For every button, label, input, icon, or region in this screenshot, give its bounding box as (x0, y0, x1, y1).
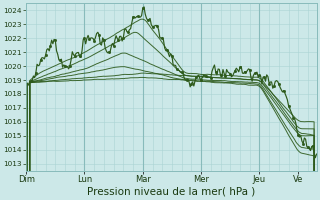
X-axis label: Pression niveau de la mer( hPa ): Pression niveau de la mer( hPa ) (87, 187, 255, 197)
